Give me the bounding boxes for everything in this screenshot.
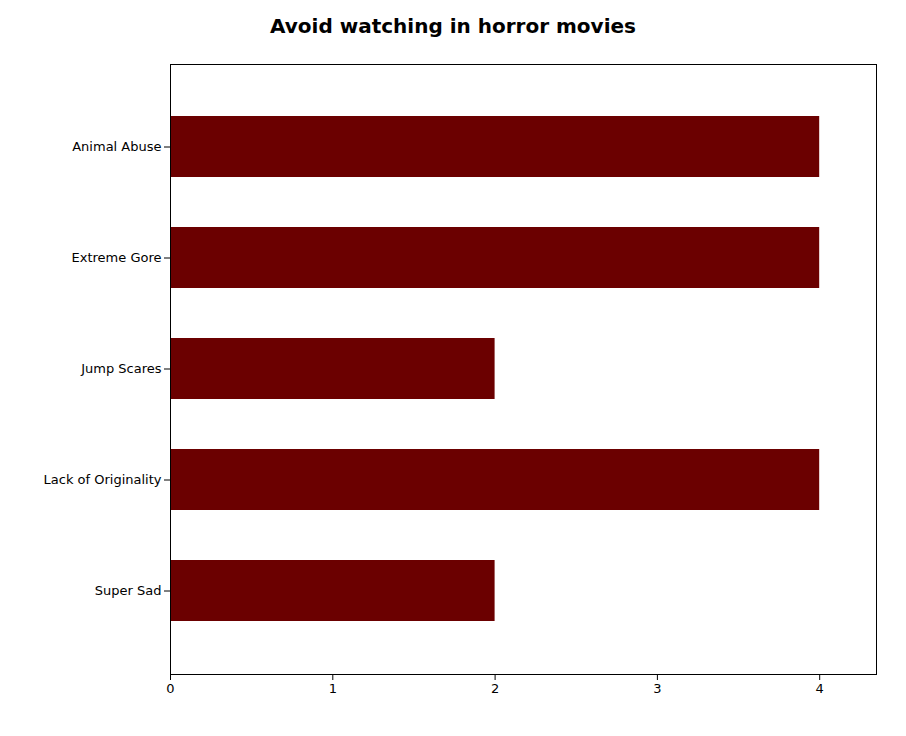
svg-text:0: 0: [166, 681, 174, 696]
svg-text:4: 4: [816, 681, 824, 696]
svg-text:Lack of Originality: Lack of Originality: [44, 472, 162, 487]
svg-text:2: 2: [491, 681, 499, 696]
html-text:Avoid watching in horror movie: Avoid watching in horror movies: [270, 14, 636, 38]
svg-text:Jump Scares: Jump Scares: [80, 361, 162, 376]
svg-text:Animal Abuse: Animal Abuse: [72, 139, 161, 154]
svg-text:Super Sad: Super Sad: [95, 583, 162, 598]
svg-text:1: 1: [329, 681, 337, 696]
svg-text:3: 3: [653, 681, 661, 696]
svg-text:Extreme Gore: Extreme Gore: [72, 250, 162, 265]
